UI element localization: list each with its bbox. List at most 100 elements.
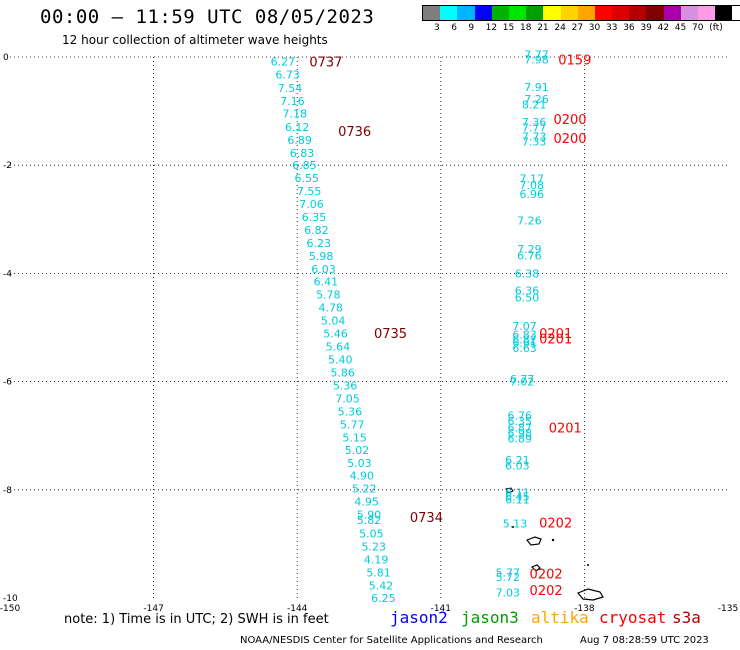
wave-height-value: 5.77 [340, 418, 365, 431]
wave-height-value: 5.02 [345, 444, 370, 457]
color-swatch [526, 6, 544, 20]
wave-height-map: -150 -147 -144 -141 -138 -135 0 -2 -4 -6 -8 -10 6.2… [0, 48, 738, 614]
satellite-name: altika [531, 608, 589, 627]
color-swatch [663, 6, 681, 20]
wave-height-value: 6.61 [512, 337, 537, 350]
wave-height-value: 4.95 [354, 496, 379, 509]
wave-height-value: 5.78 [316, 288, 341, 301]
color-legend-label: 9 [468, 23, 475, 33]
wave-height-value: 6.45 [505, 490, 530, 503]
wave-height-value: 4.90 [350, 470, 375, 483]
wave-height-value: 6.89 [287, 134, 312, 147]
pass-time-label: 0735 [374, 327, 407, 342]
color-swatch [508, 6, 527, 20]
wave-height-value: 4.78 [318, 301, 343, 314]
x-tick-label: -150 [0, 604, 20, 614]
wave-height-value: 4.19 [364, 554, 389, 567]
color-legend-label: 45 [674, 23, 687, 33]
pass-time-labels: 0737073607350734015902000200020102010201… [309, 54, 591, 599]
wave-height-value: 7.98 [524, 54, 549, 67]
wave-height-value: 7.06 [299, 198, 324, 211]
y-tick-label: -4 [3, 269, 12, 279]
wave-height-value: 6.23 [306, 237, 331, 250]
wave-height-value: 6.76 [508, 410, 533, 423]
wave-height-value: 6.36 [515, 285, 540, 298]
color-legend-label: 33 [606, 23, 618, 33]
footer-timestamp: Aug 7 08:28:59 UTC 2023 [580, 635, 709, 646]
color-swatch [646, 6, 664, 20]
x-tick-label: -144 [287, 604, 308, 614]
wave-height-value: 5.23 [362, 541, 387, 554]
wave-height-value: 6.87 [508, 422, 533, 435]
wave-height-value: 6.77 [510, 373, 535, 386]
wave-height-value: 7.18 [283, 107, 308, 120]
wave-height-value: 6.25 [371, 592, 396, 605]
island [530, 564, 541, 572]
color-swatch [612, 6, 630, 20]
color-legend-label: 39 [640, 23, 652, 33]
wave-observations: 6.276.737.547.167.186.126.896.836.856.55… [271, 48, 549, 605]
wave-height-value: 6.11 [505, 494, 530, 507]
color-swatch [491, 6, 509, 20]
wave-height-value: 7.08 [519, 179, 544, 192]
color-legend-label: 15 [502, 23, 515, 33]
wave-height-value: 6.82 [304, 224, 329, 237]
color-swatch [698, 6, 716, 20]
wave-height-value: 7.26 [524, 93, 549, 106]
wave-height-value: 7.77 [522, 121, 547, 134]
wave-height-value: 5.46 [323, 327, 348, 340]
x-tick-label: -141 [431, 604, 451, 614]
island [577, 588, 604, 601]
wave-height-value: 5.04 [321, 314, 346, 327]
color-legend-label: 6 [451, 23, 457, 33]
color-swatch [680, 6, 698, 20]
wave-height-value: 6.98 [508, 427, 533, 440]
wave-height-value: 5.86 [330, 366, 355, 379]
x-tick-label: -135 [718, 604, 738, 614]
wave-height-value: 7.36 [522, 116, 547, 129]
wave-height-value: 7.03 [496, 587, 521, 600]
wave-height-value: 5.42 [369, 580, 394, 593]
wave-height-value: 6.83 [512, 329, 537, 342]
x-tick-label: -147 [143, 604, 163, 614]
wave-height-value: 7.91 [524, 81, 549, 94]
wave-height-value: 7.07 [512, 320, 537, 333]
wave-height-value: 7.26 [517, 214, 542, 227]
satellite-name: s3a [672, 608, 701, 627]
footer-credit: NOAA/NESDIS Center for Satellite Applica… [240, 635, 543, 646]
wave-height-value: 7.77 [524, 48, 549, 61]
wave-height-value: 5.05 [359, 528, 384, 541]
color-legend-label: 30 [588, 23, 601, 33]
island [526, 536, 542, 546]
color-legend-label: 12 [485, 23, 498, 33]
wave-height-value: 5.36 [333, 379, 358, 392]
color-swatch [474, 6, 492, 20]
color-legend: 3 6 9 12 15 18 21 24 27 30 33 36 39 42 45 70 (ft) [422, 5, 740, 35]
pass-time-label: 0734 [410, 511, 443, 526]
wave-height-value: 5.72 [496, 571, 521, 584]
wave-height-value: 6.38 [515, 267, 540, 280]
wave-height-value: 5.64 [326, 340, 351, 353]
wave-height-value: 7.33 [522, 135, 547, 148]
wave-height-value: 7.16 [280, 95, 305, 108]
wave-height-value: 5.03 [347, 457, 372, 470]
wave-height-value: 6.03 [311, 263, 336, 276]
wave-height-value: 6.85 [292, 159, 317, 172]
wave-height-value: 8.21 [522, 99, 547, 112]
color-legend-bar [422, 5, 740, 21]
pass-time-label: 0159 [558, 54, 591, 69]
pass-time-label: 0201 [549, 422, 582, 437]
satellite-name: jason2 [390, 608, 448, 627]
color-legend-label: 27 [571, 23, 584, 33]
footer-note: note: 1) Time is in UTC; 2) SWH is in fe… [64, 612, 329, 627]
color-swatch [440, 6, 458, 20]
island [505, 487, 514, 494]
color-legend-label: (ft) [709, 23, 723, 33]
pass-time-label: 0202 [530, 568, 563, 583]
page-subtitle: 12 hour collection of altimeter wave hei… [62, 33, 328, 47]
wave-height-value: 5.90 [357, 509, 382, 522]
pass-time-label: 0201 [539, 332, 572, 347]
pass-time-label: 0200 [553, 113, 586, 128]
color-swatch [629, 6, 647, 20]
wave-height-value: 7.54 [278, 82, 303, 95]
